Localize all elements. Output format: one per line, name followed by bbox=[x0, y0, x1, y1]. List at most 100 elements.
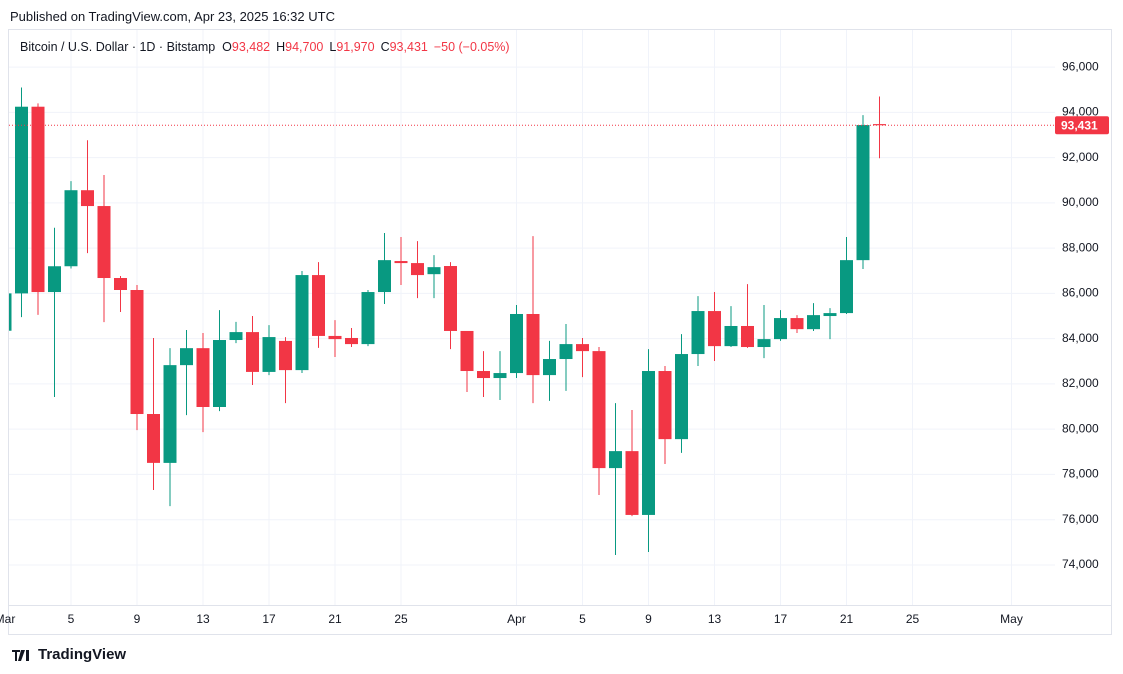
chart-frame bbox=[8, 29, 1112, 635]
x-tick-label: 17 bbox=[774, 612, 788, 626]
candle-body bbox=[873, 124, 886, 126]
candle-body bbox=[460, 330, 474, 372]
symbol-header: Bitcoin / U.S. Dollar · 1D · Bitstamp O9… bbox=[20, 40, 516, 54]
candle-body bbox=[576, 344, 589, 352]
candle-body bbox=[246, 332, 259, 372]
candle-body bbox=[130, 290, 144, 415]
ohlc-value: 91,970 bbox=[336, 40, 375, 54]
candle-body bbox=[262, 337, 276, 372]
candle-body bbox=[427, 267, 441, 275]
candle-body bbox=[229, 332, 243, 341]
candle-body bbox=[279, 340, 292, 371]
ohlc-label: C bbox=[380, 40, 390, 54]
candle-body bbox=[213, 340, 226, 407]
candle-body bbox=[790, 318, 804, 330]
last-price-box bbox=[1055, 116, 1109, 135]
candle-body bbox=[856, 125, 870, 261]
ohlc-value: 93,482 bbox=[231, 40, 271, 54]
grid bbox=[9, 30, 1055, 605]
candle-body bbox=[823, 313, 837, 317]
candle-body bbox=[840, 260, 853, 314]
y-tick-label: 94,000 bbox=[1062, 105, 1099, 119]
brand-name: TradingView bbox=[38, 646, 127, 663]
y-tick-label: 76,000 bbox=[1062, 512, 1099, 526]
candle-body bbox=[691, 311, 705, 355]
candle-body bbox=[642, 371, 655, 515]
candle-body bbox=[328, 335, 342, 340]
candle-body bbox=[378, 260, 391, 293]
change: −50 (−0.05%) bbox=[433, 40, 510, 54]
brand-logo bbox=[12, 650, 29, 661]
y-tick-label: 86,000 bbox=[1062, 286, 1099, 300]
x-tick-label: 21 bbox=[840, 612, 854, 626]
candle-body bbox=[64, 190, 78, 267]
candle-body bbox=[625, 451, 639, 515]
candle-body bbox=[31, 106, 45, 293]
candles bbox=[9, 87, 1055, 555]
x-tick-label: May bbox=[1000, 612, 1023, 626]
candle-body bbox=[807, 315, 820, 330]
axes: 74,000 76,000 78,000 80,000 82,000 84,000 86,0… bbox=[0, 59, 1109, 626]
candle-body bbox=[510, 313, 523, 374]
x-tick-label: 13 bbox=[708, 612, 722, 626]
candle-body bbox=[9, 293, 12, 331]
y-tick-label: 88,000 bbox=[1062, 240, 1099, 254]
candle-body bbox=[312, 275, 325, 336]
candle-body bbox=[526, 313, 540, 376]
x-tick-label: 25 bbox=[394, 612, 408, 626]
candle-body bbox=[477, 371, 490, 379]
candle-body bbox=[81, 190, 94, 207]
candle-body bbox=[411, 263, 424, 276]
x-tick-label: 25 bbox=[906, 612, 920, 626]
symbol-title: Bitcoin / U.S. Dollar · 1D · Bitstamp bbox=[20, 40, 216, 54]
candle-body bbox=[741, 325, 754, 348]
candle-body bbox=[724, 325, 738, 347]
candle-body bbox=[774, 318, 787, 340]
candle-body bbox=[180, 348, 193, 366]
candle-body bbox=[295, 275, 309, 371]
x-tick-label: 21 bbox=[328, 612, 342, 626]
candle-body bbox=[609, 451, 622, 469]
candle-body bbox=[444, 266, 457, 331]
y-tick-label: 78,000 bbox=[1062, 467, 1099, 481]
published-note: Published on TradingView.com, Apr 23, 20… bbox=[10, 9, 335, 24]
candle-body bbox=[493, 373, 507, 379]
x-tick-label: 5 bbox=[579, 612, 586, 626]
ohlc-value: 93,431 bbox=[389, 40, 428, 54]
candle-body bbox=[48, 266, 61, 293]
candle-body bbox=[675, 354, 688, 440]
ohlc-label: H bbox=[276, 40, 286, 54]
candle-body bbox=[658, 371, 672, 440]
y-tick-label: 80,000 bbox=[1062, 421, 1099, 435]
ohlc-label: L bbox=[329, 40, 337, 54]
x-tick-label: 17 bbox=[262, 612, 276, 626]
candle-body bbox=[559, 344, 573, 360]
candle-body bbox=[15, 106, 28, 294]
y-tick-label: 96,000 bbox=[1062, 59, 1099, 73]
x-tick-label: Apr bbox=[507, 612, 526, 626]
x-tick-label: 9 bbox=[134, 612, 141, 626]
x-tick-label: Mar bbox=[0, 612, 15, 626]
y-tick-label: 82,000 bbox=[1062, 376, 1099, 390]
y-tick-label: 90,000 bbox=[1062, 195, 1099, 209]
y-tick-label: 92,000 bbox=[1062, 150, 1099, 164]
candle-body bbox=[114, 278, 127, 291]
ohlc-label: O bbox=[222, 40, 232, 54]
candle-body bbox=[757, 339, 771, 348]
candle-body bbox=[345, 337, 358, 345]
x-tick-label: 5 bbox=[68, 612, 75, 626]
candle-body bbox=[708, 311, 721, 347]
candle-body bbox=[147, 414, 160, 463]
y-tick-label: 84,000 bbox=[1062, 331, 1099, 345]
candle-body bbox=[97, 206, 111, 279]
candle-body bbox=[394, 261, 408, 264]
ohlc-value: 94,700 bbox=[285, 40, 324, 54]
last-price-label: 93,431 bbox=[1061, 118, 1098, 132]
candle-body bbox=[361, 292, 375, 345]
candle-body bbox=[592, 351, 606, 469]
x-tick-label: 9 bbox=[645, 612, 652, 626]
x-tick-label: 13 bbox=[196, 612, 210, 626]
candle-body bbox=[196, 348, 210, 407]
